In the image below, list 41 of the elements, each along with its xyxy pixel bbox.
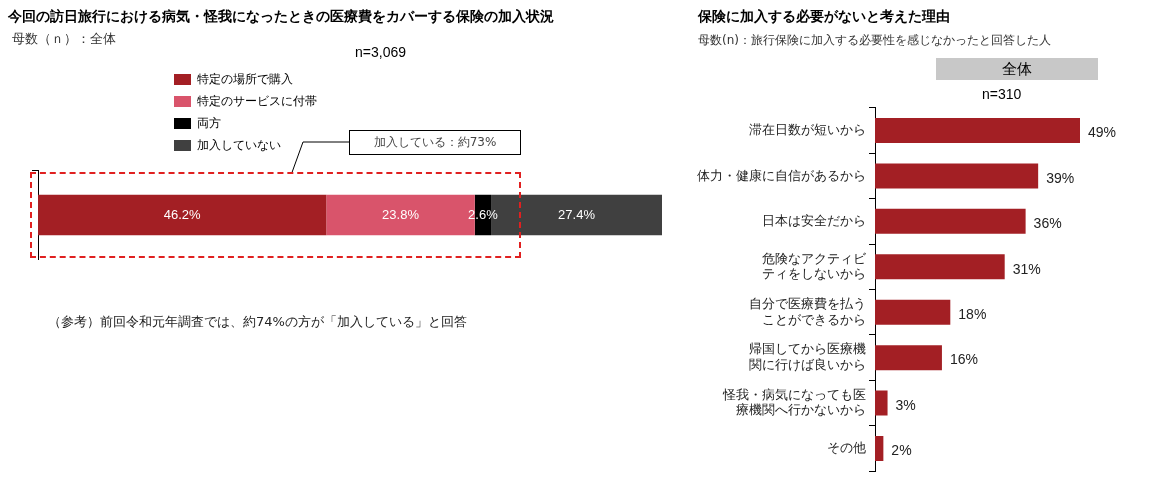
data-label: 18% [958, 306, 987, 323]
bar [875, 390, 888, 416]
text: 全体 [936, 58, 1098, 80]
legend-label: 特定のサービスに付帯 [197, 93, 317, 110]
y-tick-label: 帰国してから医療機関に行けば良いから [749, 341, 866, 373]
bar [875, 163, 1039, 189]
y-tick-label: 怪我・病気になっても医療機関へ行かないから [722, 386, 866, 418]
legend-label: 加入していない [197, 137, 281, 154]
data-label: 3% [895, 396, 916, 413]
data-label: 49% [1088, 124, 1117, 141]
data-label: 23.8% [382, 206, 420, 222]
data-label: 46.2% [163, 206, 202, 222]
data-label: 27.4% [558, 206, 596, 222]
data-label: 2% [891, 442, 912, 459]
chart-title: 今回の訪日旅行における病気・怪我になったときの医療費をカバーする保険の加入状況 [8, 8, 554, 26]
bar [875, 299, 951, 325]
data-label: 39% [1046, 169, 1075, 186]
chart-title: 保険に加入する必要がないと考えた理由 [698, 8, 950, 26]
y-tick-label: その他 [827, 440, 866, 456]
y-tick-label: 自分で医療費を払うことができるから [749, 295, 866, 327]
data-label: 16% [949, 351, 978, 368]
bar [38, 194, 327, 236]
y-tick-label: 日本は安全だから [762, 212, 866, 228]
bar [875, 254, 1005, 280]
bar [875, 118, 1080, 143]
legend-label: 特定の場所で購入 [197, 71, 293, 88]
legend-label: 両方 [197, 115, 221, 132]
bar [875, 208, 1026, 234]
text: 加入している：約73% [349, 130, 522, 155]
bar [875, 345, 942, 371]
y-tick-label: 危険なアクティビティをしないから [762, 250, 867, 282]
text: （参考）前回令和元年調査では、約74%の方が「加入している」と回答 [48, 313, 467, 331]
bar [875, 436, 884, 461]
data-label: 36% [1033, 215, 1062, 232]
text: n=310 [982, 86, 1022, 102]
text: n=3,069 [355, 44, 406, 60]
y-tick-label: 滞在日数が短いから [749, 122, 866, 138]
data-label: 31% [1012, 260, 1041, 277]
chart-subtitle: 母数（ｎ）：全体 [12, 30, 116, 48]
y-tick-label: 体力・健康に自信があるから [697, 167, 866, 183]
chart-subtitle: 母数(n)：旅行保険に加入する必要性を感じなかったと回答した人 [698, 32, 1051, 49]
